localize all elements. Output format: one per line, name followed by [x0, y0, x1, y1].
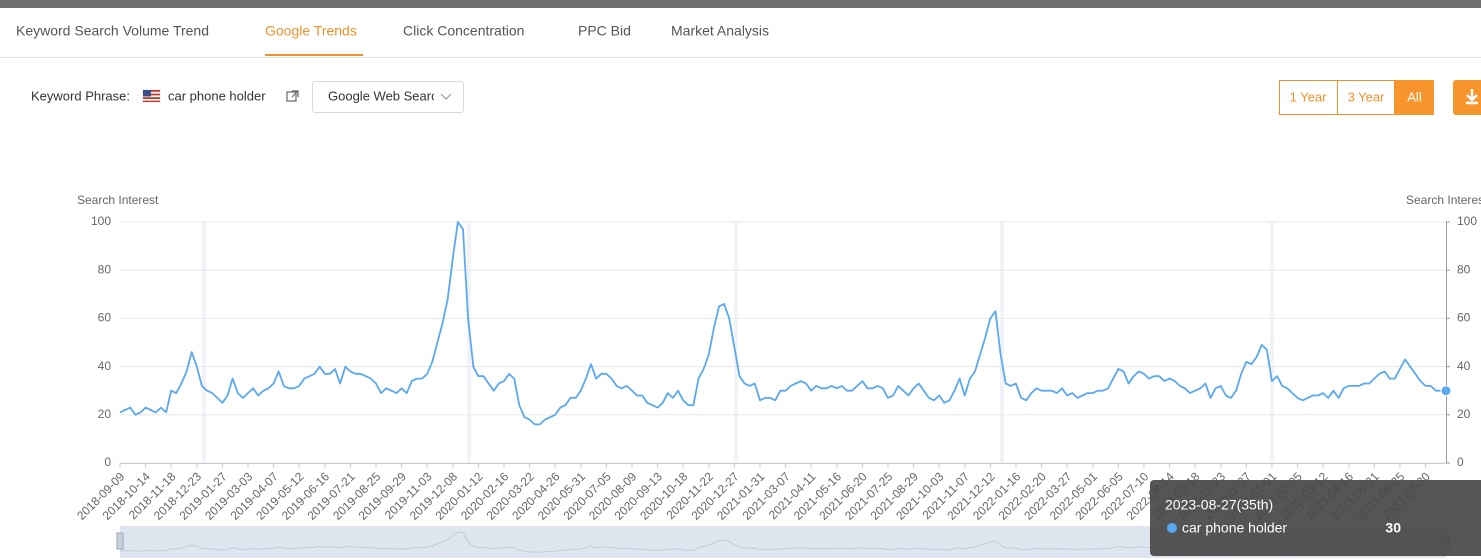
y2-axis-label: Search Interest — [1406, 193, 1481, 207]
tab-bar: Keyword Search Volume Trend Google Trend… — [0, 23, 1481, 58]
zoom-handle — [116, 532, 124, 550]
tooltip-date: 2023-08-27(35th) — [1165, 497, 1273, 513]
source-select[interactable] — [312, 81, 464, 113]
y-tick-label: 100 — [91, 214, 111, 228]
y-axis-label: Search Interest — [77, 193, 159, 207]
y2-tick-label: 0 — [1457, 455, 1464, 469]
y-tick-label: 20 — [98, 407, 112, 421]
tab[interactable]: Market Analysis — [671, 23, 769, 39]
tooltip-box — [1150, 480, 1481, 556]
y-tick-label: 0 — [104, 455, 111, 469]
tooltip-series: car phone holder — [1182, 520, 1287, 536]
y-tick-label: 40 — [98, 359, 112, 373]
download-icon — [1466, 89, 1478, 105]
range-label: 1 Year — [1290, 89, 1328, 104]
tooltip-dot — [1167, 523, 1177, 533]
select-clip: Google Web Searc — [328, 88, 438, 103]
range-label: All — [1407, 89, 1422, 104]
range-label: 3 Year — [1348, 89, 1386, 104]
external-link-icon[interactable] — [286, 90, 299, 102]
range-button-active[interactable] — [1395, 80, 1434, 115]
chevron — [440, 93, 452, 100]
range-button[interactable] — [1337, 80, 1395, 115]
range-buttons: 1 Year 3 Year All — [1279, 80, 1481, 115]
tab[interactable]: Click Concentration — [403, 23, 524, 39]
tooltip-value: 30 — [1385, 520, 1401, 536]
year-bands — [202, 222, 1274, 463]
range-button[interactable] — [1279, 80, 1338, 115]
y-tick-label: 60 — [98, 311, 112, 325]
tab[interactable]: PPC Bid — [578, 23, 631, 39]
download-button[interactable] — [1453, 80, 1481, 115]
y2-tick-label: 80 — [1457, 262, 1471, 276]
top-bar — [0, 0, 1481, 8]
y2-tick-label: 60 — [1457, 311, 1471, 325]
us-flag — [142, 89, 161, 103]
tab-underline — [265, 54, 363, 56]
y2-tick-label: 100 — [1457, 214, 1477, 228]
keyword-label: Keyword Phrase: — [31, 88, 130, 103]
tab[interactable]: Keyword Search Volume Trend — [16, 23, 209, 39]
tooltip: 2023-08-27(35th) car phone holder 30 — [1150, 480, 1481, 556]
line — [119, 221, 1446, 426]
y-tick-label: 80 — [98, 262, 112, 276]
source-select-text: Google Web Searc — [328, 88, 438, 103]
highlight-point — [1440, 385, 1452, 397]
keyword-phrase: car phone holder — [168, 88, 266, 103]
tab-active[interactable]: Google Trends — [265, 23, 357, 39]
y2-tick-label: 20 — [1457, 407, 1471, 421]
y2-tick-label: 40 — [1457, 359, 1471, 373]
keyword-row: Keyword Phrase: car phone holder Google … — [31, 81, 464, 113]
